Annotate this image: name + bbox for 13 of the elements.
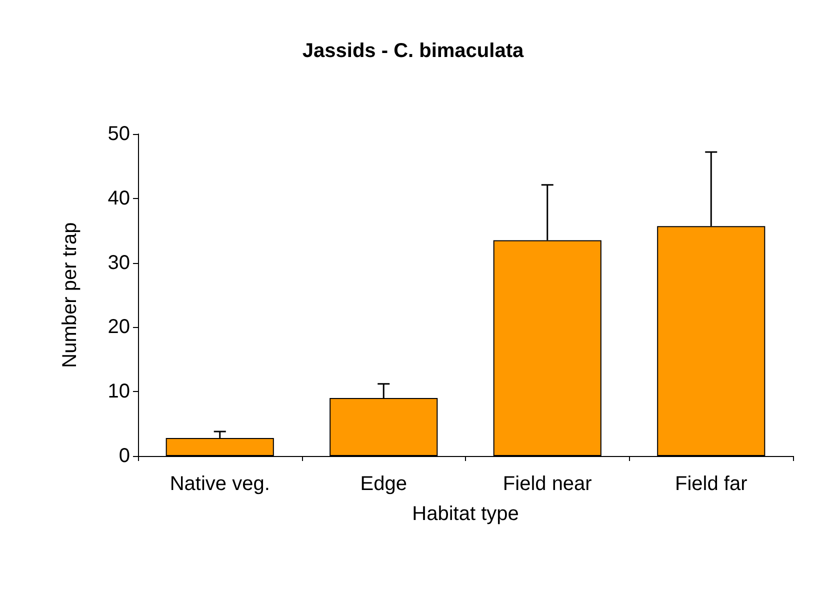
- x-axis-title: Habitat type: [412, 503, 519, 525]
- y-tick-label: 10: [108, 380, 130, 403]
- x-tick-label: Edge: [360, 473, 407, 495]
- y-tick-label: 20: [108, 316, 130, 338]
- x-tick-label: Field far: [675, 473, 748, 495]
- y-tick-label: 0: [118, 445, 130, 467]
- y-tick-label: 50: [108, 123, 130, 145]
- y-tick-label: 40: [108, 187, 130, 210]
- y-tick-label: 30: [108, 252, 130, 274]
- x-tick-label: Native veg.: [170, 473, 270, 495]
- x-tick-label: Field near: [502, 473, 592, 495]
- y-axis-title: Number per trap: [59, 222, 81, 368]
- chart-title: Jassids - C. bimaculata: [302, 40, 524, 62]
